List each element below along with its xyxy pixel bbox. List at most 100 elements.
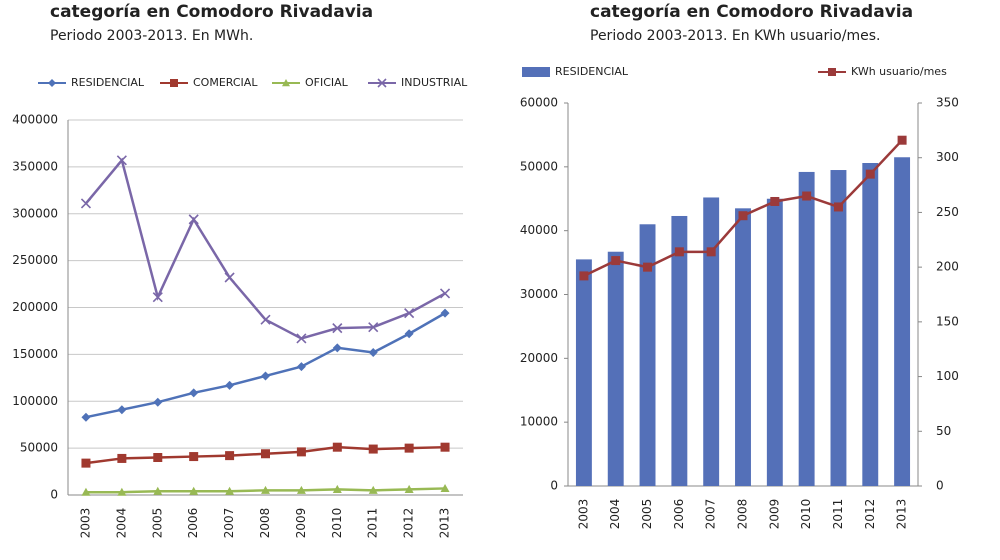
marker (225, 486, 235, 495)
marker (833, 202, 843, 212)
chart-subtitle: Periodo 2003-2013. En KWh usuario/mes. (590, 28, 880, 44)
y-tick-label: 0 (550, 479, 558, 493)
y2-tick-label: 250 (936, 205, 959, 219)
y-tick-label: 100000 (12, 394, 58, 408)
marker (440, 308, 450, 318)
y-tick-label: 200000 (12, 300, 58, 314)
bar (607, 251, 624, 486)
marker (117, 453, 127, 463)
x-tick-label: 2005 (150, 508, 164, 539)
marker (225, 380, 235, 390)
marker (738, 211, 748, 221)
marker (81, 412, 91, 422)
marker (261, 371, 270, 381)
marker (802, 191, 812, 201)
marker (439, 288, 451, 299)
bar (639, 224, 656, 487)
marker (440, 442, 450, 452)
marker (153, 453, 163, 462)
marker (368, 348, 378, 357)
x-tick-label: 2009 (294, 508, 308, 539)
x-tick-label: 2012 (863, 499, 877, 530)
marker (404, 484, 414, 493)
marker (225, 451, 235, 461)
legend-label: COMERCIAL (193, 76, 258, 89)
x-tick-label: 2008 (258, 508, 272, 539)
x-tick-label: 2013 (895, 499, 909, 530)
marker (865, 169, 875, 179)
x-tick-label: 2009 (767, 499, 781, 530)
y-tick-label: 40000 (520, 223, 558, 237)
y-tick-label: 10000 (520, 415, 558, 429)
marker (404, 308, 415, 319)
marker (48, 79, 56, 87)
marker (170, 79, 178, 87)
x-tick-label: 2004 (608, 499, 622, 530)
marker (81, 487, 91, 496)
marker (706, 247, 716, 257)
marker (440, 483, 450, 493)
y2-tick-label: 0 (936, 479, 944, 493)
marker (377, 78, 387, 88)
chart-title: categoría en Comodoro Rivadavia (50, 2, 373, 22)
chart-title: categoría en Comodoro Rivadavia (590, 2, 913, 22)
y-tick-label: 250000 (12, 253, 58, 267)
marker (368, 322, 379, 333)
y-tick-label: 150000 (12, 347, 58, 361)
marker (282, 79, 290, 87)
bar (671, 215, 688, 487)
marker (189, 452, 199, 462)
legend-label: RESIDENCIAL (555, 65, 629, 78)
marker (153, 397, 163, 407)
marker (81, 458, 91, 468)
marker (189, 388, 199, 398)
bar (575, 259, 592, 486)
bar (798, 171, 815, 486)
y-tick-label: 0 (50, 488, 58, 502)
y-tick-label: 30000 (520, 287, 558, 301)
marker (579, 271, 589, 281)
x-tick-label: 2011 (366, 508, 380, 539)
legend-label: KWh usuario/mes (851, 65, 947, 78)
chart-subtitle: Periodo 2003-2013. En MWh. (50, 28, 253, 44)
x-tick-label: 2004 (114, 508, 128, 539)
y2-tick-label: 100 (936, 369, 959, 383)
bar (735, 208, 751, 486)
y2-tick-label: 50 (936, 424, 951, 438)
y2-tick-label: 150 (936, 314, 959, 328)
marker (404, 443, 414, 453)
x-tick-label: 2007 (704, 499, 718, 530)
marker (674, 247, 684, 257)
series-line (84, 157, 446, 340)
marker (188, 214, 199, 225)
marker (368, 444, 378, 454)
bar (830, 170, 847, 486)
marker (80, 198, 92, 209)
bar (894, 157, 911, 486)
y-tick-label: 300000 (12, 206, 58, 220)
marker (296, 362, 306, 372)
x-tick-label: 2003 (576, 499, 590, 530)
x-tick-label: 2003 (78, 508, 92, 539)
y-tick-label: 400000 (12, 113, 58, 127)
x-tick-label: 2008 (736, 499, 750, 530)
legend-swatch (522, 67, 550, 77)
marker (828, 68, 836, 76)
x-tick-label: 2006 (672, 499, 686, 530)
marker (643, 262, 653, 272)
marker (153, 486, 163, 495)
x-tick-label: 2010 (799, 499, 813, 530)
bar (766, 198, 783, 486)
x-tick-label: 2012 (402, 508, 416, 539)
legend-label: INDUSTRIAL (401, 76, 468, 89)
y2-tick-label: 200 (936, 260, 959, 274)
x-tick-label: 2010 (330, 508, 344, 539)
marker (152, 292, 163, 303)
marker (332, 442, 342, 452)
marker (189, 486, 199, 495)
y-tick-label: 20000 (520, 351, 558, 365)
x-tick-label: 2011 (831, 499, 845, 530)
marker (611, 256, 621, 266)
marker (261, 449, 270, 459)
